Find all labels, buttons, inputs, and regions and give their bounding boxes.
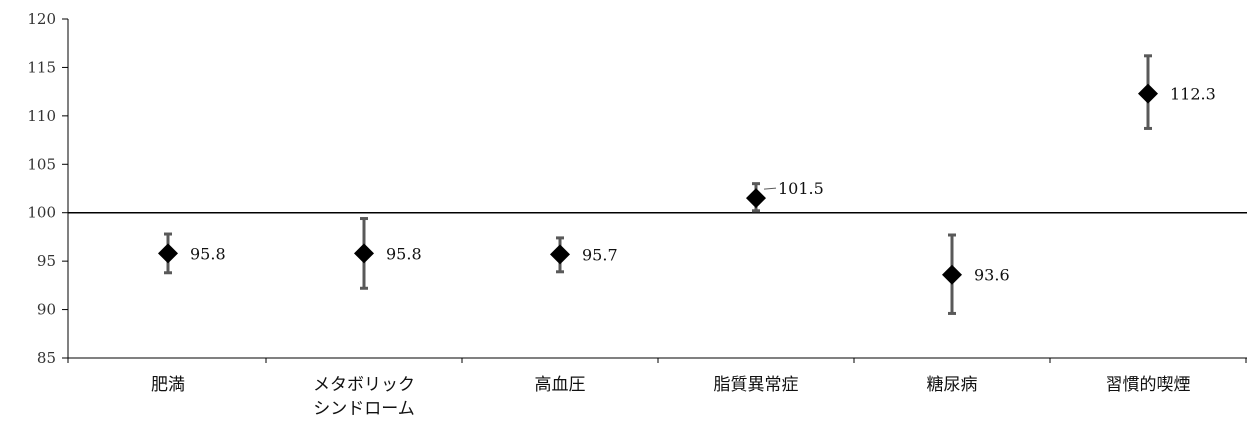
category-label-line: 肥満 (151, 375, 185, 395)
y-tick-label: 95 (37, 252, 56, 270)
data-point-diamond (942, 264, 962, 285)
data-label: 112.3 (1170, 85, 1216, 104)
y-tick-label: 85 (37, 349, 56, 367)
data-label: 101.5 (778, 179, 824, 198)
data-label: 95.7 (582, 245, 618, 264)
category-label-line: シンドローム (313, 399, 415, 419)
category-label: 糖尿病 (927, 375, 978, 395)
data-label-leader (763, 187, 777, 190)
y-tick-label: 90 (37, 301, 56, 319)
y-tick-label: 110 (27, 107, 56, 125)
data-point-diamond (158, 243, 178, 264)
data-point-diamond (1138, 83, 1158, 104)
data-point-diamond (550, 244, 570, 265)
data-point-diamond (746, 188, 766, 209)
y-tick-label: 115 (27, 58, 56, 76)
category-label: メタボリックシンドローム (313, 375, 415, 419)
category-label-line: 脂質異常症 (714, 375, 799, 395)
y-tick-label: 100 (27, 204, 56, 222)
category-label-line: 習慣的喫煙 (1106, 375, 1191, 395)
category-label-line: 高血圧 (535, 375, 586, 395)
category-label-line: 糖尿病 (927, 375, 978, 395)
data-label: 93.6 (974, 266, 1010, 285)
category-label: 習慣的喫煙 (1106, 375, 1191, 395)
data-label: 95.8 (190, 244, 226, 263)
category-label: 肥満 (151, 375, 185, 395)
data-label: 95.8 (386, 244, 422, 263)
y-tick-label: 120 (27, 10, 56, 28)
category-label: 脂質異常症 (714, 375, 799, 395)
category-label-line: メタボリック (313, 375, 415, 395)
data-point-diamond (354, 243, 374, 264)
y-tick-label: 105 (27, 155, 56, 173)
category-label: 高血圧 (535, 375, 586, 395)
